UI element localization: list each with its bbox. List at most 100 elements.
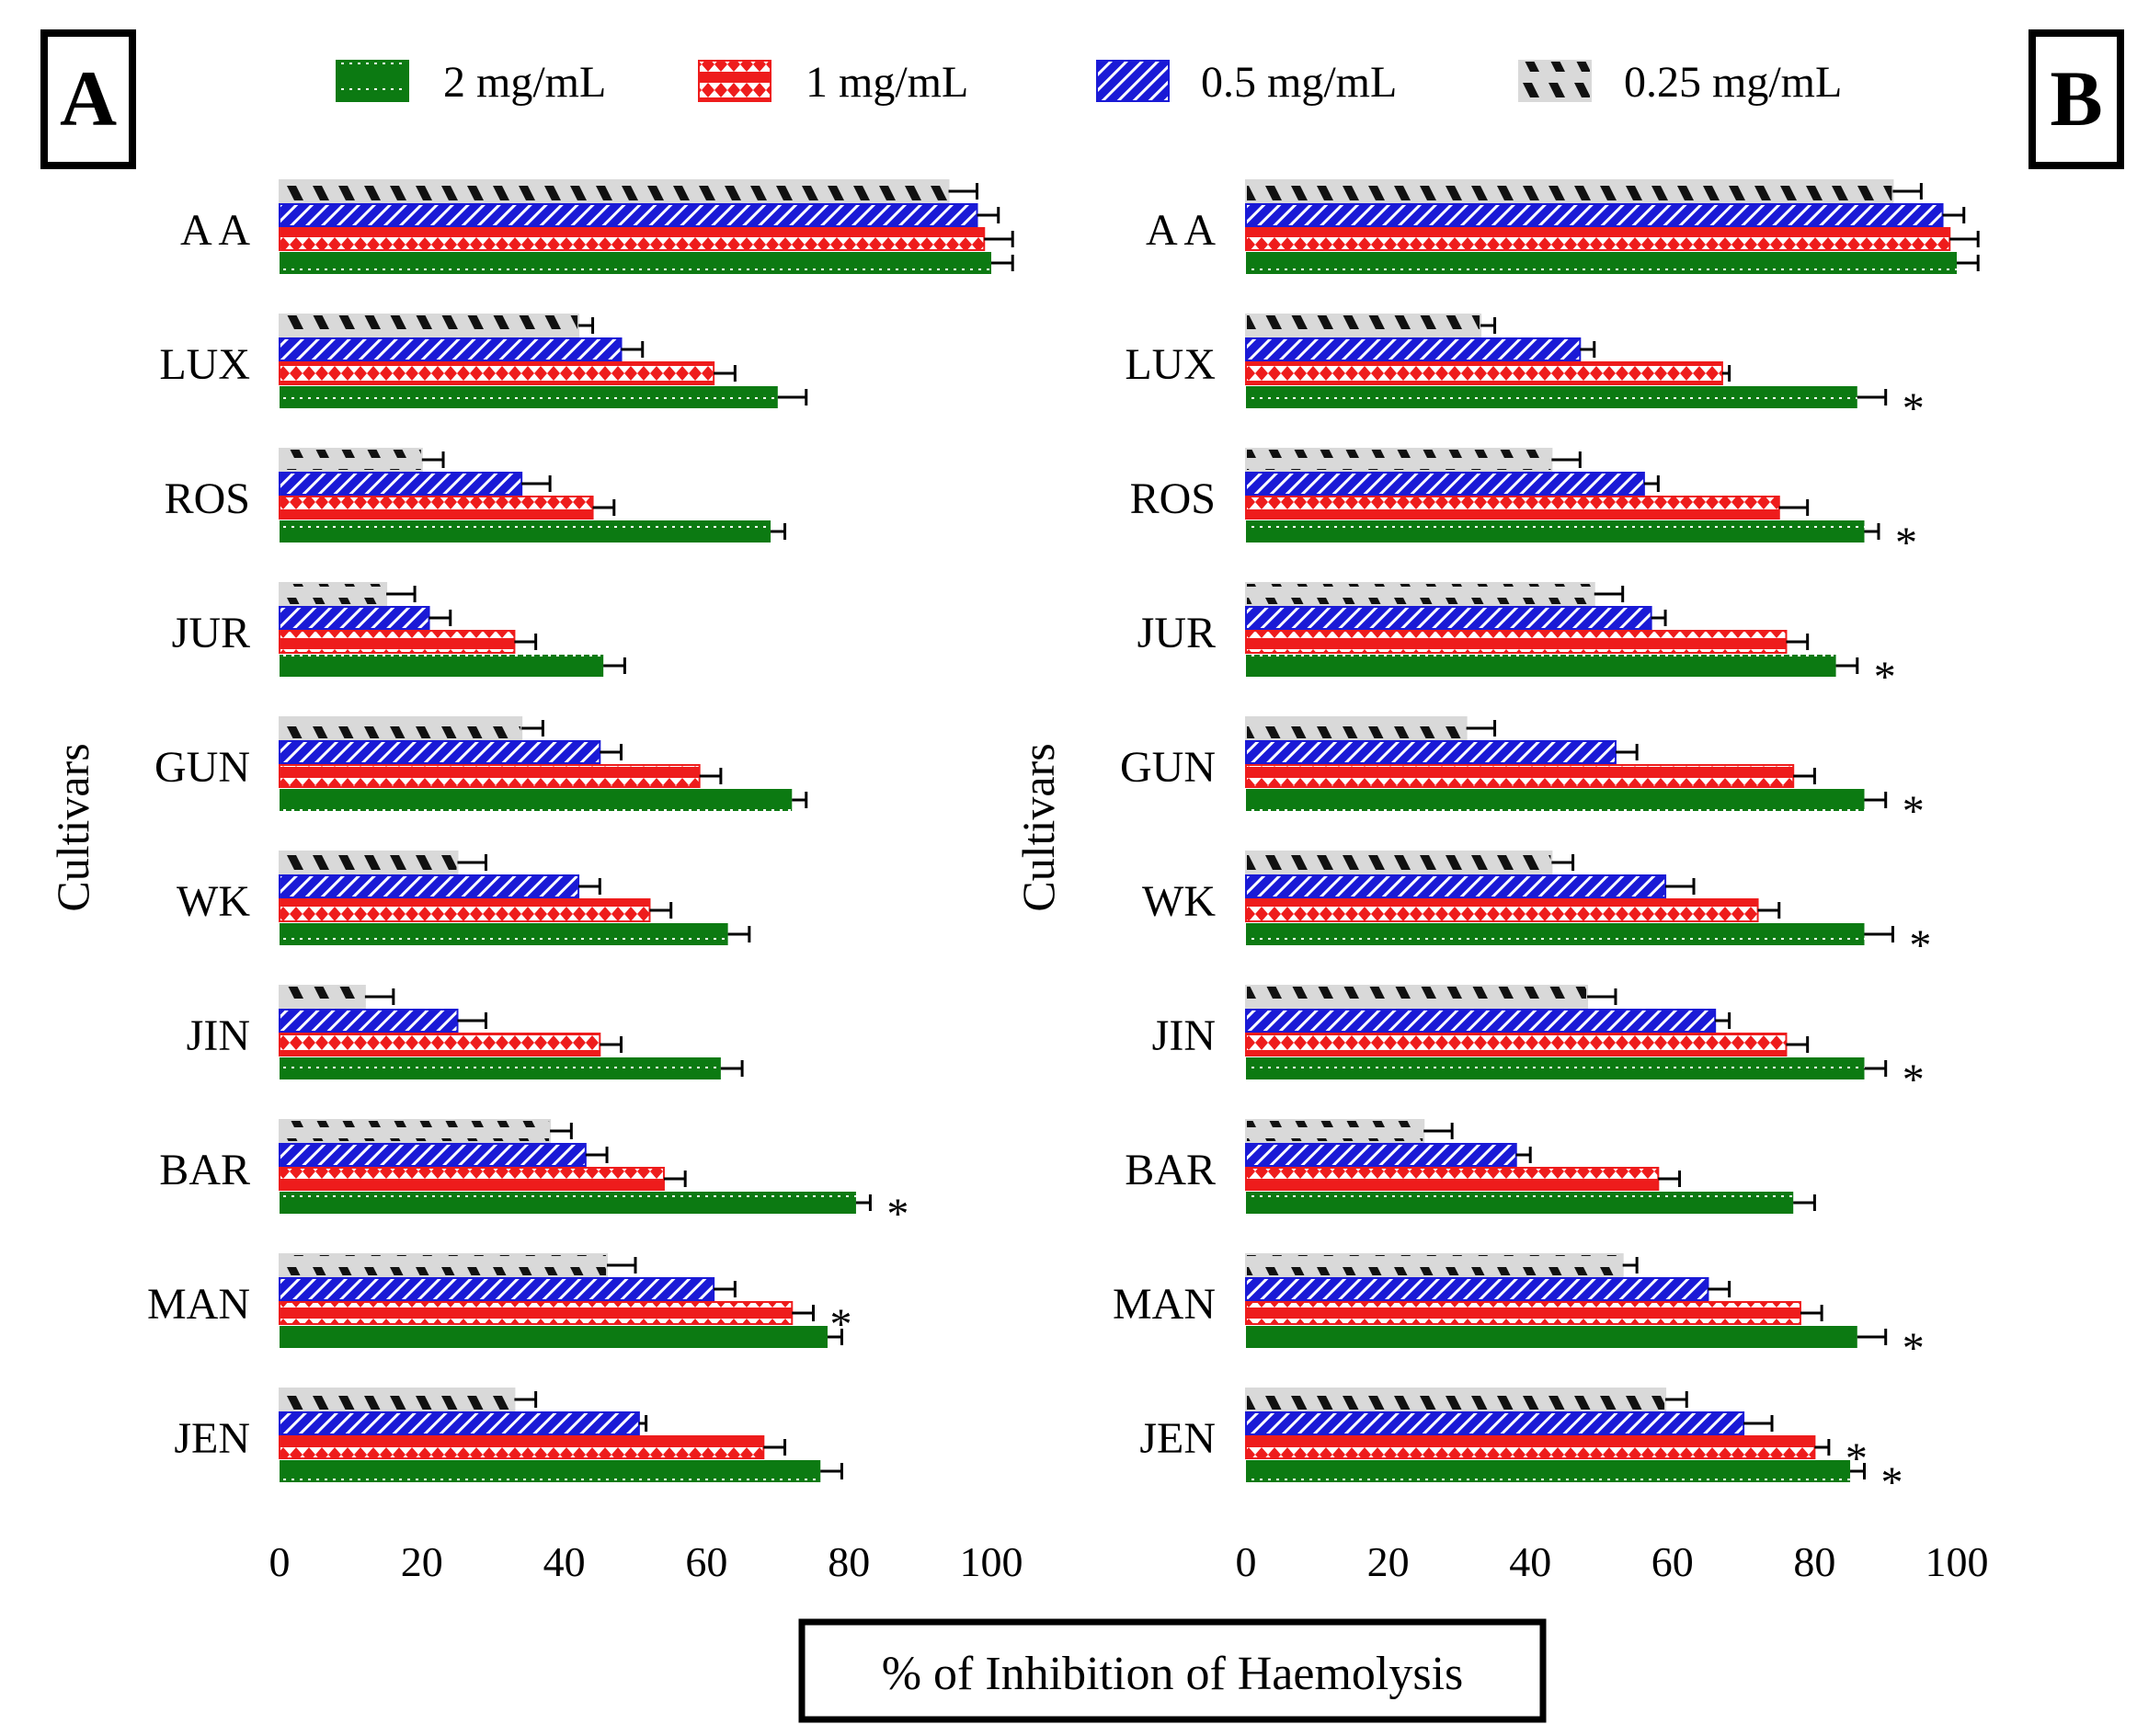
bar bbox=[279, 314, 580, 337]
bar bbox=[1245, 472, 1645, 496]
significance-star: * bbox=[886, 1190, 909, 1239]
bar bbox=[1245, 203, 1944, 227]
bar bbox=[279, 1033, 601, 1056]
bar bbox=[279, 1301, 794, 1325]
bar bbox=[279, 1277, 715, 1301]
bar bbox=[279, 582, 388, 606]
category-label: JIN bbox=[187, 1011, 250, 1060]
bar bbox=[1245, 1253, 1624, 1277]
bar bbox=[279, 1253, 609, 1277]
x-tick-label: 80 bbox=[828, 1538, 870, 1585]
bar bbox=[279, 1119, 552, 1143]
legend-swatch-2 bbox=[1096, 60, 1170, 102]
bar bbox=[279, 851, 459, 874]
bar bbox=[280, 252, 991, 274]
category-label: WK bbox=[177, 877, 250, 926]
bar bbox=[1245, 874, 1667, 898]
significance-star: * bbox=[1903, 384, 1925, 433]
bar bbox=[280, 1460, 821, 1482]
category-label: JEN bbox=[1139, 1414, 1216, 1463]
panel-label-b: B bbox=[2028, 29, 2124, 169]
bar bbox=[280, 1057, 721, 1079]
bar bbox=[280, 923, 728, 945]
bar bbox=[1245, 740, 1617, 764]
bar bbox=[280, 655, 604, 677]
x-tick-label: 0 bbox=[269, 1538, 291, 1585]
category-label: ROS bbox=[165, 474, 250, 523]
bar bbox=[279, 496, 594, 520]
x-tick-label: 100 bbox=[1926, 1538, 1989, 1585]
bar bbox=[1246, 1057, 1865, 1079]
bar bbox=[279, 448, 423, 472]
x-tick-label: 20 bbox=[1367, 1538, 1410, 1585]
bar bbox=[279, 203, 978, 227]
legend-swatch-1 bbox=[698, 60, 771, 102]
bar bbox=[1245, 1033, 1788, 1056]
bar bbox=[1245, 582, 1595, 606]
bar bbox=[1245, 1388, 1667, 1411]
bar bbox=[280, 1326, 828, 1348]
bar bbox=[1245, 851, 1553, 874]
bar bbox=[280, 789, 793, 811]
bar bbox=[279, 179, 950, 203]
bar bbox=[1246, 1460, 1851, 1482]
category-label: JUR bbox=[172, 609, 250, 657]
x-tick-label: 0 bbox=[1236, 1538, 1257, 1585]
y-axis-title-a: Cultivars bbox=[47, 743, 98, 911]
bar bbox=[279, 1143, 587, 1167]
bar bbox=[1245, 1119, 1425, 1143]
bar bbox=[279, 1167, 665, 1191]
x-tick-label: 60 bbox=[685, 1538, 727, 1585]
category-label: GUN bbox=[154, 743, 250, 792]
x-tick-label: 20 bbox=[401, 1538, 443, 1585]
significance-star: * bbox=[1903, 1056, 1925, 1104]
bar bbox=[1245, 1009, 1717, 1033]
category-label: LUX bbox=[159, 340, 250, 389]
bar bbox=[1245, 337, 1582, 361]
category-label: GUN bbox=[1120, 743, 1216, 792]
bar bbox=[279, 1009, 459, 1033]
bar bbox=[1246, 789, 1865, 811]
panel-label-a: A bbox=[40, 29, 136, 169]
significance-star: * bbox=[1909, 921, 1931, 970]
panel-label-b-text: B bbox=[2050, 54, 2102, 143]
category-label: JEN bbox=[174, 1414, 250, 1463]
bar bbox=[279, 1411, 640, 1435]
legend-label-3: 0.25 mg/mL bbox=[1624, 58, 1842, 107]
category-label: BAR bbox=[1125, 1146, 1216, 1194]
bar bbox=[279, 1388, 516, 1411]
bar bbox=[279, 227, 986, 251]
bar bbox=[1245, 985, 1589, 1009]
bar bbox=[1245, 496, 1780, 520]
bar bbox=[279, 764, 701, 788]
bar bbox=[279, 630, 516, 654]
bar bbox=[1245, 179, 1894, 203]
category-label: LUX bbox=[1125, 340, 1216, 389]
category-label: ROS bbox=[1130, 474, 1216, 523]
significance-star: * bbox=[1903, 1324, 1925, 1373]
x-tick-label: 40 bbox=[543, 1538, 586, 1585]
legend-swatch-0 bbox=[336, 60, 409, 102]
bar bbox=[1245, 1301, 1801, 1325]
bar bbox=[1245, 1143, 1517, 1167]
bar bbox=[1245, 1435, 1816, 1459]
category-label: MAN bbox=[1113, 1280, 1216, 1329]
bar bbox=[1245, 764, 1795, 788]
x-axis-title: % of Inhibition of Haemolysis bbox=[882, 1648, 1464, 1700]
bar bbox=[279, 1435, 765, 1459]
bar bbox=[1245, 606, 1652, 630]
legend-label-0: 2 mg/mL bbox=[443, 58, 606, 107]
x-tick-label: 60 bbox=[1651, 1538, 1694, 1585]
bar bbox=[279, 985, 366, 1009]
bar bbox=[279, 874, 580, 898]
bar bbox=[1245, 898, 1759, 922]
legend-swatch-3 bbox=[1518, 60, 1592, 102]
bar bbox=[1245, 1167, 1660, 1191]
significance-star: * bbox=[1874, 653, 1896, 702]
bar bbox=[1245, 630, 1788, 654]
bar bbox=[279, 337, 623, 361]
significance-star: * bbox=[1903, 787, 1925, 836]
category-label: BAR bbox=[159, 1146, 250, 1194]
bar bbox=[279, 361, 715, 385]
